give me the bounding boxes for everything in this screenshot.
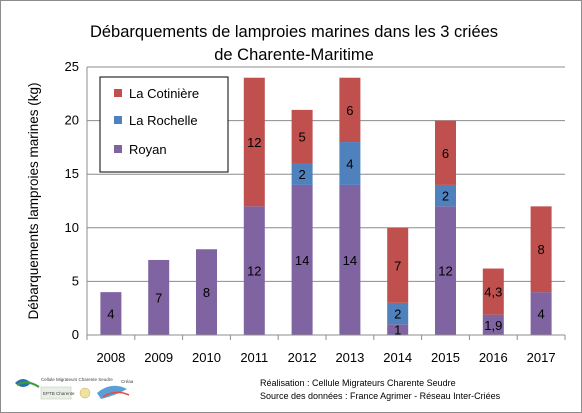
legend-label-la-cotiniere: La Cotinière	[129, 86, 199, 101]
data-label-la-cotini-re-2012: 5	[298, 130, 305, 145]
x-tick-label: 2011	[240, 350, 268, 365]
legend-swatch-la-rochelle	[114, 116, 122, 124]
y-tick-label: 0	[72, 327, 79, 342]
y-tick-label: 15	[65, 166, 79, 181]
chart-title-line2: de Charente-Maritime	[214, 46, 374, 64]
legend: La Cotinière La Rochelle Royan	[99, 76, 229, 173]
data-label-royan-2012: 14	[295, 253, 309, 268]
bar-royan-2008	[100, 292, 122, 335]
x-tick-label: 2009	[144, 350, 173, 365]
data-label-la-cotini-re-2013: 6	[346, 103, 353, 118]
data-label-royan-2009: 7	[155, 290, 162, 305]
data-label-royan-2011: 12	[247, 264, 261, 279]
bar-la-cotini-re-2013	[339, 77, 361, 143]
data-label-la-rochelle-2013: 4	[346, 156, 353, 171]
bar-royan-2015	[435, 206, 456, 335]
creaa-logo-text: Créaa	[121, 379, 134, 384]
footer-source: Source des données : France Agrimer - Ré…	[260, 391, 501, 401]
data-label-la-cotini-re-2017: 8	[537, 242, 544, 257]
data-label-la-rochelle-2012: 2	[298, 167, 305, 182]
eptb-logo-text: EPTB Charente	[43, 391, 75, 396]
bar-royan-2016	[482, 314, 504, 335]
data-label-royan-2008: 4	[107, 307, 114, 322]
y-tick-label: 5	[72, 273, 79, 288]
bar-la-cotini-re-2016	[482, 268, 504, 315]
legend-label-la-rochelle: La Rochelle	[129, 113, 198, 128]
x-tick-label: 2010	[192, 350, 221, 365]
y-tick-label: 10	[65, 220, 79, 235]
data-label-royan-2015: 12	[438, 264, 452, 279]
chart-title-line1: Débarquements de lamproies marines dans …	[90, 23, 498, 41]
creaa-logo: Créaa	[97, 379, 134, 399]
bar-la-cotini-re-2017	[530, 206, 552, 293]
bar-la-cotini-re-2014	[387, 227, 409, 303]
bar-royan-2011	[243, 206, 265, 335]
x-tick-label: 2016	[479, 350, 508, 365]
bar-royan-2017	[530, 292, 552, 335]
data-label-royan-2013: 14	[343, 253, 357, 268]
bar-la-rochelle-2015	[435, 184, 456, 207]
x-tick-label: 2017	[527, 350, 556, 365]
data-label-la-cotini-re-2011: 12	[247, 135, 261, 150]
footer-credit: Réalisation : Cellule Migrateurs Charent…	[260, 378, 456, 388]
data-label-royan-2014: 1	[394, 323, 401, 338]
data-label-la-rochelle-2014: 2	[394, 307, 401, 322]
y-tick-label: 25	[65, 59, 79, 74]
data-label-royan-2016: 1,9	[484, 318, 502, 333]
bar-royan-2012	[291, 184, 313, 335]
bar-la-rochelle-2013	[339, 142, 361, 185]
cmcs-logo: Cellule Migrateurs Charente Seudre	[15, 377, 113, 388]
x-tick-label: 2013	[335, 350, 364, 365]
bar-royan-2014	[387, 324, 409, 335]
bar-la-cotini-re-2015	[435, 120, 456, 185]
bar-la-cotini-re-2011	[243, 77, 265, 207]
x-tick-label: 2014	[383, 350, 412, 365]
eptb-logo: EPTB Charente	[40, 386, 75, 400]
bars	[100, 77, 552, 335]
bar-royan-2010	[196, 249, 217, 335]
bar-la-rochelle-2014	[387, 302, 409, 325]
bar-royan-2013	[339, 184, 361, 335]
bar-la-cotini-re-2012	[291, 109, 313, 164]
legend-label-royan: Royan	[129, 142, 167, 157]
logos: Cellule Migrateurs Charente Seudre EPTB …	[15, 377, 134, 400]
legend-swatch-royan	[114, 145, 122, 153]
y-tick-label: 20	[65, 113, 79, 128]
data-label-royan-2017: 4	[537, 307, 544, 322]
data-label-la-cotini-re-2016: 4,3	[484, 285, 502, 300]
x-tick-label: 2008	[96, 350, 125, 365]
data-label-la-cotini-re-2014: 7	[394, 258, 401, 273]
data-label-la-cotini-re-2015: 6	[442, 146, 449, 161]
legend-swatch-la-cotiniere	[114, 89, 122, 97]
data-label-royan-2010: 8	[203, 285, 210, 300]
data-label-la-rochelle-2015: 2	[442, 189, 449, 204]
bar-la-rochelle-2012	[291, 163, 313, 185]
smidap-logo	[79, 387, 91, 399]
x-tick-label: 2015	[431, 350, 460, 365]
bar-royan-2009	[148, 259, 170, 335]
x-tick-label: 2012	[288, 350, 317, 365]
cmcs-logo-text: Cellule Migrateurs Charente Seudre	[41, 377, 113, 382]
y-axis-label: Débarquements lamproies marines (kg)	[26, 82, 41, 319]
